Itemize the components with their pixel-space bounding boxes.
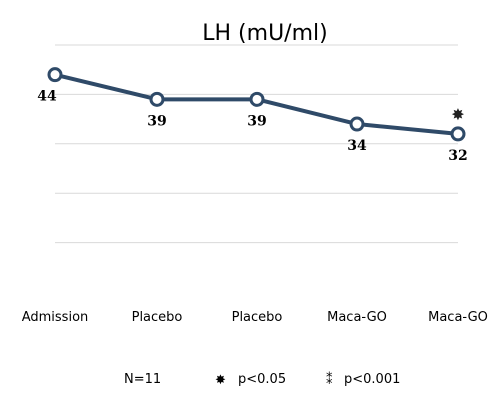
category-label: Maca-GO [428,310,488,325]
data-point [47,67,63,83]
data-label: 39 [147,113,166,129]
category-label: Admission [22,310,89,325]
data-point [149,91,165,107]
data-label: 32 [448,148,467,164]
p05-symbol-icon: ✸ [215,373,226,388]
category-label: Placebo [132,310,183,325]
category-labels: Admission Placebo Placebo Maca-GO Maca-GO [22,310,488,325]
sample-size-note: N=11 [124,372,161,387]
gridlines [55,44,458,244]
significance-star-icon: ✸ [451,105,464,124]
data-point [450,126,466,142]
data-label: 34 [347,138,367,154]
p001-symbol-icon: ⁑ [326,372,333,388]
data-labels: 44 39 39 34 32 [37,89,467,164]
data-point [249,91,265,107]
category-label: Maca-GO [327,310,387,325]
category-label: Placebo [232,310,283,325]
data-label: 39 [247,113,266,129]
significance-marks: ✸ [451,105,464,124]
p05-legend-text: p<0.05 [238,372,286,387]
p001-legend-text: p<0.001 [344,372,400,387]
footnote-legend: N=11 ✸ p<0.05 ⁑ p<0.001 [124,372,400,388]
series-markers [47,67,466,142]
chart-title: LH (mU/ml) [202,21,327,46]
data-label: 44 [37,89,57,105]
data-point [349,116,365,132]
